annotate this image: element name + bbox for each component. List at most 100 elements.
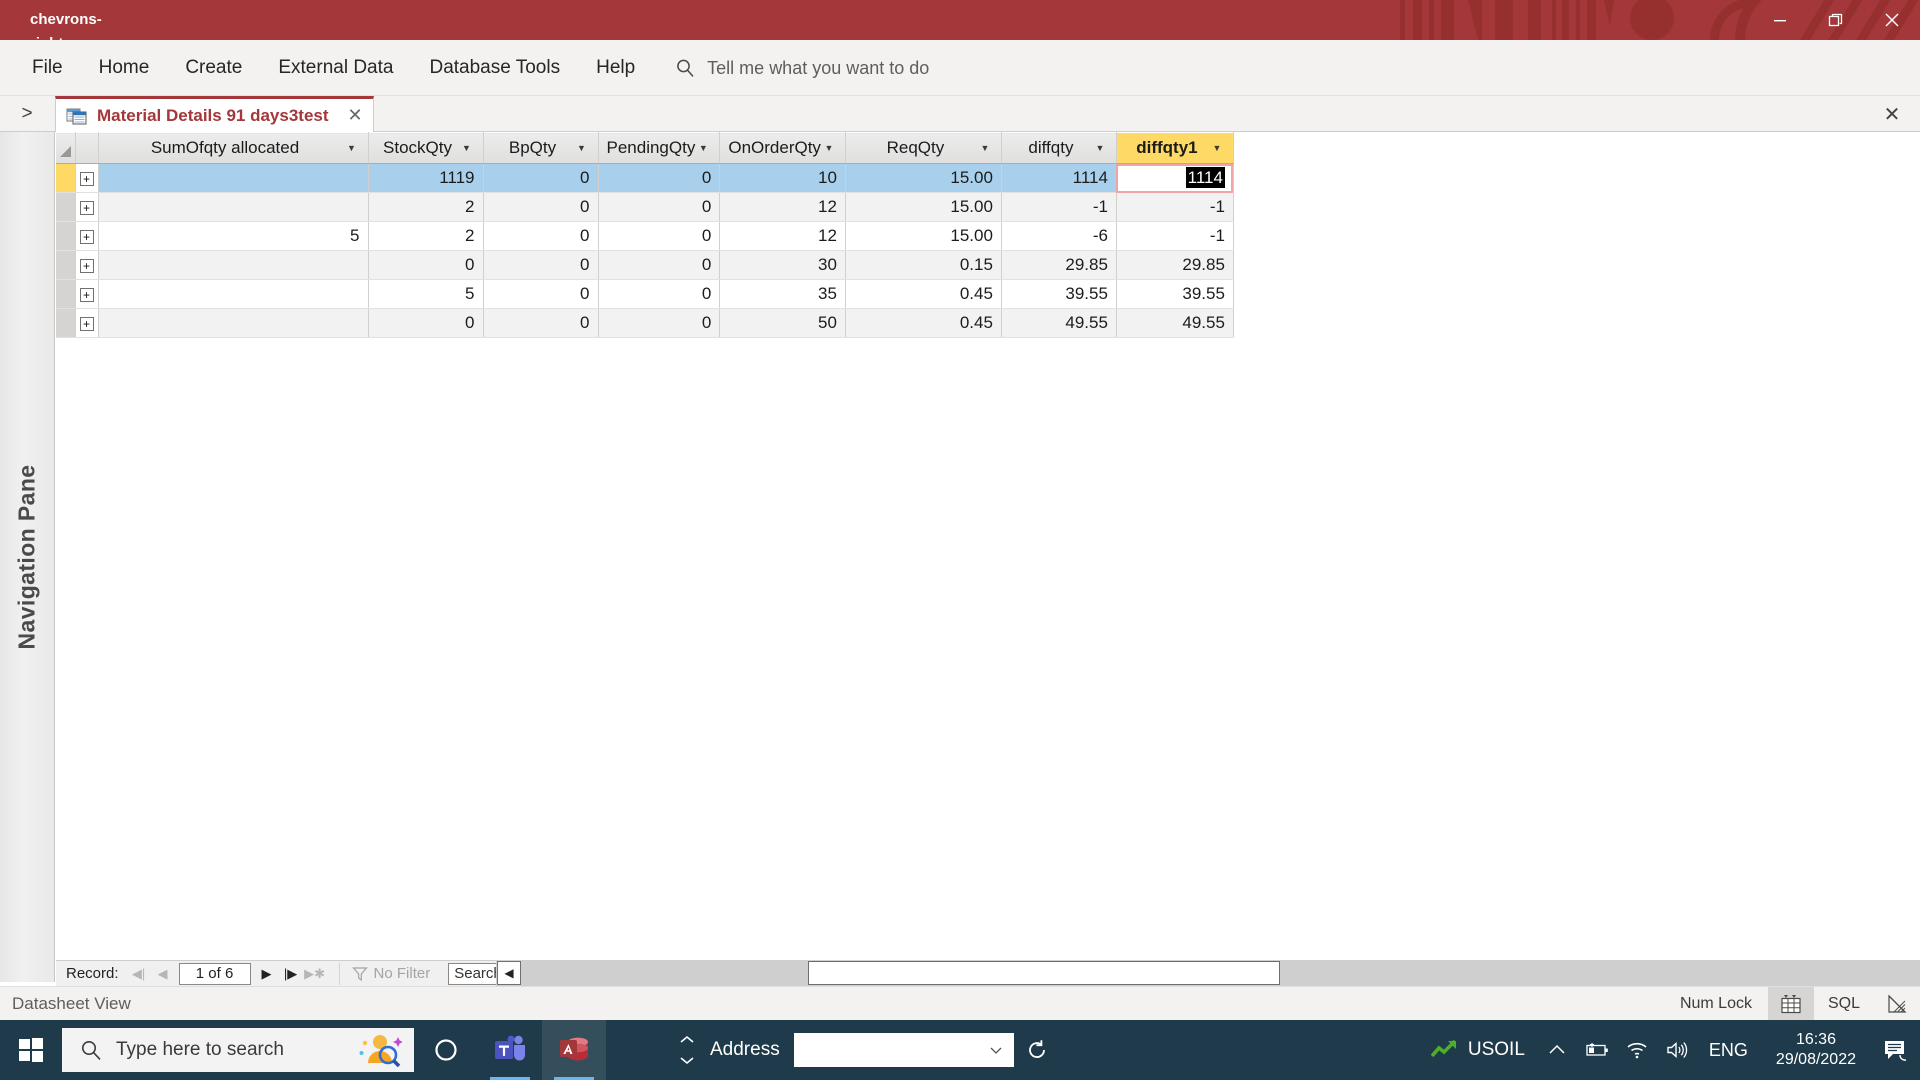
table-cell[interactable]: 1119 bbox=[368, 163, 484, 193]
table-cell[interactable]: 49.55 bbox=[1116, 308, 1234, 338]
table-cell[interactable]: 0 bbox=[598, 250, 721, 280]
table-cell[interactable]: 0 bbox=[368, 250, 484, 280]
column-header-sumofqty-allocated[interactable]: SumOfqty allocated ▼ bbox=[98, 132, 369, 164]
column-sort-dropdown-icon[interactable]: ▼ bbox=[1212, 143, 1222, 153]
close-all-documents-icon[interactable]: ✕ bbox=[1883, 103, 1901, 126]
table-row[interactable]: +0 0 0 30 0.15 29.85 29.85 bbox=[56, 250, 1234, 280]
tray-network-button[interactable] bbox=[1617, 1020, 1657, 1080]
table-cell[interactable]: 50 bbox=[719, 308, 846, 338]
table-cell[interactable]: 0.45 bbox=[845, 308, 1002, 338]
ribbon-tab-external-data[interactable]: External Data bbox=[278, 57, 394, 78]
table-cell[interactable] bbox=[98, 279, 369, 309]
filter-status[interactable]: No Filter bbox=[338, 962, 443, 985]
table-cell[interactable]: 12 bbox=[719, 221, 846, 251]
table-cell[interactable]: 2 bbox=[368, 221, 484, 251]
expand-subdatasheet-icon[interactable]: + bbox=[79, 317, 94, 331]
expand-subdatasheet-icon[interactable]: + bbox=[79, 172, 94, 186]
taskbar-app-microsoft-teams[interactable] bbox=[478, 1020, 542, 1080]
start-button[interactable] bbox=[0, 1020, 62, 1080]
table-cell[interactable]: 0 bbox=[598, 163, 721, 193]
column-sort-dropdown-icon[interactable]: ▼ bbox=[980, 143, 990, 153]
column-header-pendingqty[interactable]: PendingQty ▼ bbox=[598, 132, 721, 164]
table-cell[interactable]: 30 bbox=[719, 250, 846, 280]
table-cell[interactable]: -6 bbox=[1001, 221, 1117, 251]
table-cell[interactable]: -1 bbox=[1116, 192, 1234, 222]
ribbon-tab-database-tools[interactable]: Database Tools bbox=[429, 57, 561, 78]
table-cell[interactable]: 49.55 bbox=[1001, 308, 1117, 338]
column-sort-dropdown-icon[interactable]: ▼ bbox=[1095, 143, 1105, 153]
row-selector[interactable] bbox=[56, 308, 76, 338]
scroll-left-button[interactable]: ◀ bbox=[497, 961, 521, 985]
column-header-reqqty[interactable]: ReqQty ▼ bbox=[845, 132, 1002, 164]
address-input[interactable] bbox=[793, 1033, 1014, 1067]
previous-record-button[interactable]: ◀ bbox=[157, 965, 168, 981]
column-sort-dropdown-icon[interactable]: ▼ bbox=[577, 143, 586, 153]
table-cell[interactable]: 0 bbox=[483, 221, 599, 251]
document-tab-material-details[interactable]: Material Details 91 days3test ✕ bbox=[55, 96, 374, 132]
tell-me-search[interactable]: Tell me what you want to do bbox=[675, 48, 929, 88]
expand-subdatasheet-icon[interactable]: + bbox=[79, 288, 94, 302]
table-row[interactable]: +0 0 0 50 0.45 49.55 49.55 bbox=[56, 308, 1234, 338]
close-button[interactable] bbox=[1864, 0, 1920, 40]
table-cell[interactable]: 39.55 bbox=[1001, 279, 1117, 309]
taskbar-app-microsoft-access[interactable] bbox=[542, 1020, 606, 1080]
table-cell[interactable]: 39.55 bbox=[1116, 279, 1234, 309]
last-record-button[interactable]: |▶ bbox=[283, 965, 298, 981]
chevron-down-icon[interactable] bbox=[988, 1042, 1004, 1058]
tray-language-indicator[interactable]: ENG bbox=[1708, 1039, 1748, 1060]
row-selector[interactable] bbox=[56, 221, 76, 251]
column-header-diffqty[interactable]: diffqty ▼ bbox=[1001, 132, 1117, 164]
column-sort-dropdown-icon[interactable]: ▼ bbox=[347, 143, 356, 153]
table-cell[interactable]: 0 bbox=[598, 279, 721, 309]
table-cell[interactable] bbox=[98, 192, 369, 222]
restore-button[interactable] bbox=[1808, 0, 1864, 40]
table-cell[interactable]: 5 bbox=[368, 279, 484, 309]
row-selector[interactable] bbox=[56, 192, 76, 222]
new-record-button[interactable]: ▶✱ bbox=[304, 965, 325, 981]
first-record-button[interactable]: ◀| bbox=[131, 965, 146, 981]
table-row[interactable]: +5 0 0 35 0.45 39.55 39.55 bbox=[56, 279, 1234, 309]
refresh-button[interactable] bbox=[1014, 1020, 1060, 1080]
table-cell[interactable]: 0 bbox=[598, 308, 721, 338]
table-cell[interactable]: -1 bbox=[1116, 221, 1234, 251]
scrollbar-thumb[interactable] bbox=[808, 961, 1280, 985]
ribbon-tab-create[interactable]: Create bbox=[185, 57, 243, 78]
table-cell[interactable] bbox=[98, 308, 369, 338]
active-cell[interactable]: 1114 bbox=[1116, 163, 1234, 193]
table-cell[interactable]: 0 bbox=[483, 163, 599, 193]
design-view-button[interactable] bbox=[1874, 987, 1920, 1021]
ribbon-tab-help[interactable]: Help bbox=[596, 57, 636, 78]
taskbar-search-box[interactable]: Type here to search bbox=[62, 1028, 414, 1072]
table-cell[interactable]: 0 bbox=[483, 308, 599, 338]
expand-subdatasheet-icon[interactable]: + bbox=[79, 259, 94, 273]
table-cell[interactable]: 0 bbox=[483, 279, 599, 309]
table-cell[interactable]: 0 bbox=[368, 308, 484, 338]
table-cell[interactable]: 0 bbox=[598, 221, 721, 251]
task-view-button[interactable] bbox=[414, 1020, 478, 1080]
table-cell[interactable]: 0 bbox=[483, 192, 599, 222]
column-sort-dropdown-icon[interactable]: ▼ bbox=[698, 143, 708, 153]
column-header-diffqty1[interactable]: diffqty1 ▼ bbox=[1116, 132, 1234, 164]
table-cell[interactable]: 29.85 bbox=[1001, 250, 1117, 280]
table-row[interactable]: +2 0 0 12 15.00 -1 -1 bbox=[56, 192, 1234, 222]
table-cell[interactable]: 2 bbox=[368, 192, 484, 222]
table-cell[interactable]: 0 bbox=[483, 250, 599, 280]
table-row[interactable]: +1119 0 0 10 15.00 1114 1114 bbox=[56, 163, 1234, 193]
ribbon-tab-file[interactable]: File bbox=[32, 57, 63, 78]
table-cell[interactable]: 10 bbox=[719, 163, 846, 193]
sql-view-button[interactable]: SQL bbox=[1827, 994, 1860, 1012]
drag-grip-icon[interactable] bbox=[674, 1020, 700, 1080]
row-selector[interactable] bbox=[56, 279, 76, 309]
tray-battery-button[interactable] bbox=[1577, 1020, 1617, 1080]
open-navigation-pane-icon[interactable]: > bbox=[21, 103, 33, 124]
expand-ribbon-icon[interactable]: chevrons-right-icon bbox=[30, 11, 102, 40]
expand-subdatasheet-icon[interactable]: + bbox=[79, 201, 94, 215]
table-cell[interactable]: -1 bbox=[1001, 192, 1117, 222]
row-selector[interactable] bbox=[56, 250, 76, 280]
minimize-button[interactable] bbox=[1752, 0, 1808, 40]
table-cell[interactable]: 0.15 bbox=[845, 250, 1002, 280]
column-header-bpqty[interactable]: BpQty ▼ bbox=[483, 132, 599, 164]
tray-clock[interactable]: 16:36 29/08/2022 bbox=[1760, 1030, 1872, 1070]
record-position-input[interactable]: 1 of 6 bbox=[178, 962, 251, 985]
next-record-button[interactable]: ▶ bbox=[261, 965, 272, 981]
